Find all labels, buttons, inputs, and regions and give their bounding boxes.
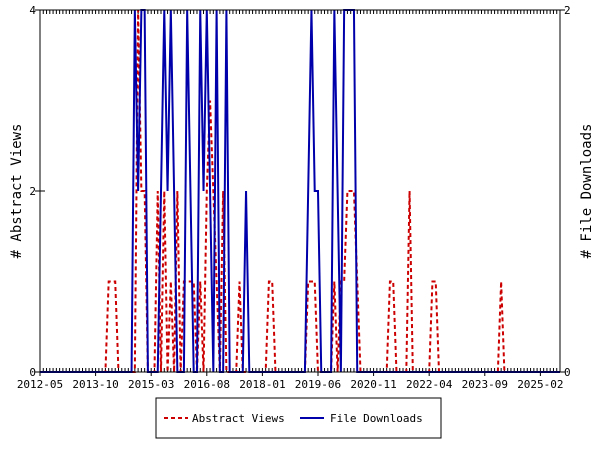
- legend-label-file-downloads: File Downloads: [330, 412, 423, 425]
- x-tick-label: 2022-04: [406, 378, 453, 391]
- x-tick-label: 2013-10: [72, 378, 118, 391]
- plot-frame: [39, 9, 561, 373]
- legend-box: [155, 397, 442, 439]
- y-left-tick-label: 4: [29, 4, 36, 17]
- y-right-tick-label: 2: [564, 4, 571, 17]
- x-tick-label: 2012-05: [17, 378, 63, 391]
- axis-ticks: [35, 9, 565, 376]
- x-tick-label: 2018-01: [239, 378, 285, 391]
- series-line-file-downloads: [40, 9, 560, 373]
- y-left-axis-title: # Abstract Views: [9, 124, 25, 259]
- series-lines: [40, 9, 560, 373]
- legend: Abstract Views File Downloads: [155, 397, 442, 439]
- x-tick-label: 2016-08: [184, 378, 230, 391]
- tick-labels: 2012-05 2013-10 2015-03 2016-08 2018-01 2019-…: [17, 4, 571, 391]
- y-right-tick-label: 0: [564, 366, 571, 379]
- y-left-tick-label: 2: [29, 185, 36, 198]
- x-tick-label: 2015-03: [128, 378, 174, 391]
- y-left-tick-label: 0: [29, 366, 36, 379]
- x-tick-label: 2023-09: [462, 378, 508, 391]
- x-tick-label: 2020-11: [350, 378, 396, 391]
- x-tick-label: 2025-02: [517, 378, 563, 391]
- x-tick-label: 2019-06: [295, 378, 341, 391]
- series-line-abstract-views: [40, 9, 560, 373]
- y-right-axis-title: # File Downloads: [579, 124, 595, 259]
- legend-label-abstract-views: Abstract Views: [192, 412, 285, 425]
